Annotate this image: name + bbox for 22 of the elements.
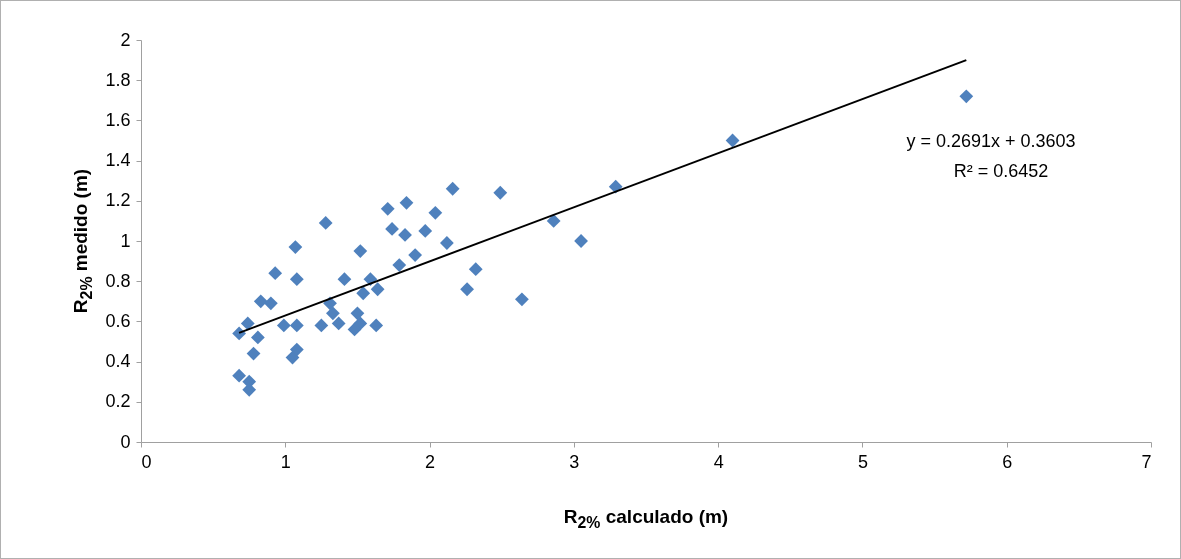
y-tick-label: 0.4 bbox=[105, 351, 131, 372]
y-tick-label: 1.4 bbox=[105, 150, 131, 171]
y-tick-label: 1.2 bbox=[105, 190, 131, 211]
x-tick-label: 1 bbox=[280, 451, 291, 472]
annotation: R² = 0.6452 bbox=[953, 161, 1049, 182]
x-tick-label: 7 bbox=[1141, 451, 1152, 472]
x-axis-title: R$_{2%}$ calculado (m) bbox=[563, 506, 729, 532]
y-tick-label: 0.8 bbox=[105, 270, 131, 291]
x-tick-label: 2 bbox=[425, 451, 436, 472]
y-tick-label: 2 bbox=[120, 29, 131, 50]
x-tick-label: 3 bbox=[569, 451, 580, 472]
y-tick-label: 0.2 bbox=[105, 391, 131, 412]
annotation: y = 0.2691x + 0.3603 bbox=[906, 131, 1076, 152]
y-tick-label: 0 bbox=[120, 431, 131, 452]
y-tick-label: 1 bbox=[120, 230, 131, 251]
x-tick-label: 5 bbox=[857, 451, 868, 472]
x-tick-label: 6 bbox=[1002, 451, 1013, 472]
y-tick-label: 0.6 bbox=[105, 310, 131, 331]
x-tick-label: 4 bbox=[713, 451, 724, 472]
y-tick-label: 1.6 bbox=[105, 109, 131, 130]
x-tick-label: 0 bbox=[141, 451, 152, 472]
y-tick-label: 1.8 bbox=[105, 69, 131, 90]
